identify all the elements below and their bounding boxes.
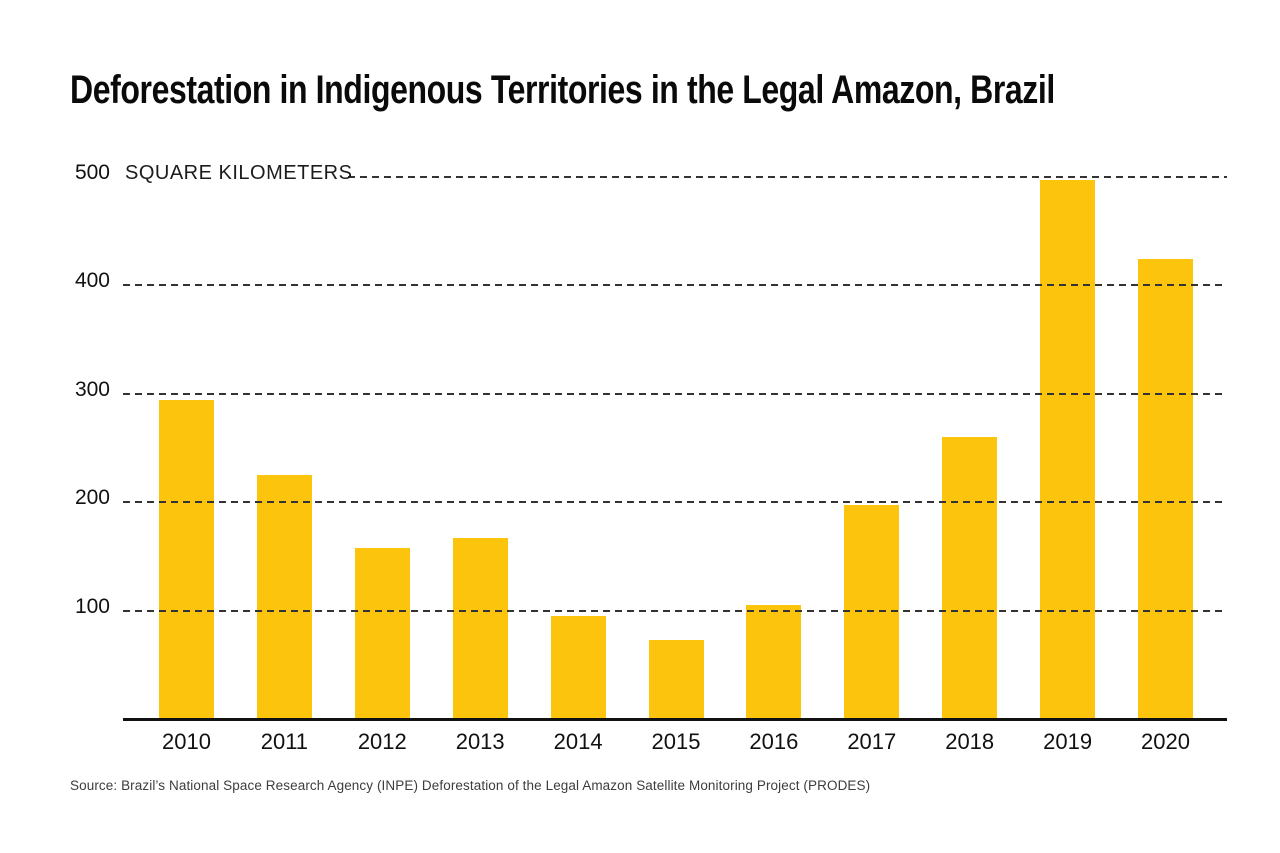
y-tick-400: 400 (74, 269, 110, 293)
gridline-100 (123, 609, 1227, 612)
gridline-400 (123, 284, 1227, 287)
y-tick-100: 100 (74, 594, 110, 618)
x-tick-2014: 2014 (553, 729, 603, 754)
gridline-200 (123, 501, 1227, 504)
x-tick-2013: 2013 (455, 729, 505, 754)
x-tick-2019: 2019 (1043, 729, 1093, 754)
bar-2020 (1138, 259, 1193, 719)
bar-2014 (550, 616, 606, 719)
bar-2010 (159, 400, 214, 719)
y-tick-300: 300 (74, 377, 110, 401)
bar-2019 (1040, 180, 1096, 719)
x-tick-2020: 2020 (1141, 729, 1190, 754)
x-tick-2011: 2011 (260, 729, 309, 754)
plot-area: SQUARE KILOMETERS (123, 162, 1227, 721)
gridline-300 (123, 392, 1227, 395)
y-tick-500: 500 (74, 161, 110, 184)
x-tick-2010: 2010 (162, 729, 211, 754)
chart-title: Deforestation in Indigenous Territories … (70, 68, 1055, 112)
x-tick-2017: 2017 (847, 729, 897, 754)
x-tick-2016: 2016 (749, 729, 799, 754)
gridline-500 (348, 176, 1227, 178)
bar-2012 (354, 547, 410, 719)
bar-2016 (746, 605, 802, 719)
x-axis-line (123, 718, 1227, 721)
y-axis-unit-label: SQUARE KILOMETERS (125, 162, 353, 184)
bar-2011 (256, 475, 312, 719)
bar-2013 (452, 537, 508, 719)
x-tick-2012: 2012 (357, 729, 407, 754)
bar-2018 (942, 437, 998, 719)
source-note: Source: Brazil’s National Space Research… (70, 778, 871, 793)
y-tick-200: 200 (74, 486, 110, 510)
x-tick-2015: 2015 (651, 729, 701, 754)
x-tick-2018: 2018 (945, 729, 995, 754)
bar-2017 (844, 505, 900, 719)
bar-2015 (648, 639, 704, 719)
